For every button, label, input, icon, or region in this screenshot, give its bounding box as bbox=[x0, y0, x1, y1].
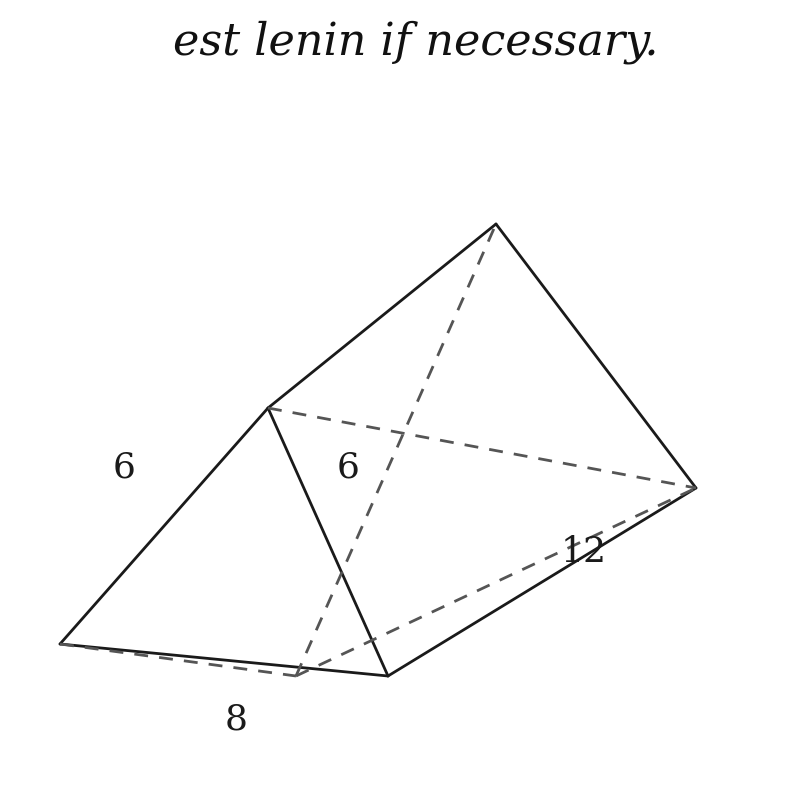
Text: 6: 6 bbox=[337, 451, 359, 485]
Text: est lenin if necessary.: est lenin if necessary. bbox=[174, 20, 658, 64]
Text: 6: 6 bbox=[113, 451, 135, 485]
Text: 8: 8 bbox=[225, 703, 247, 737]
Text: 12: 12 bbox=[561, 535, 607, 569]
